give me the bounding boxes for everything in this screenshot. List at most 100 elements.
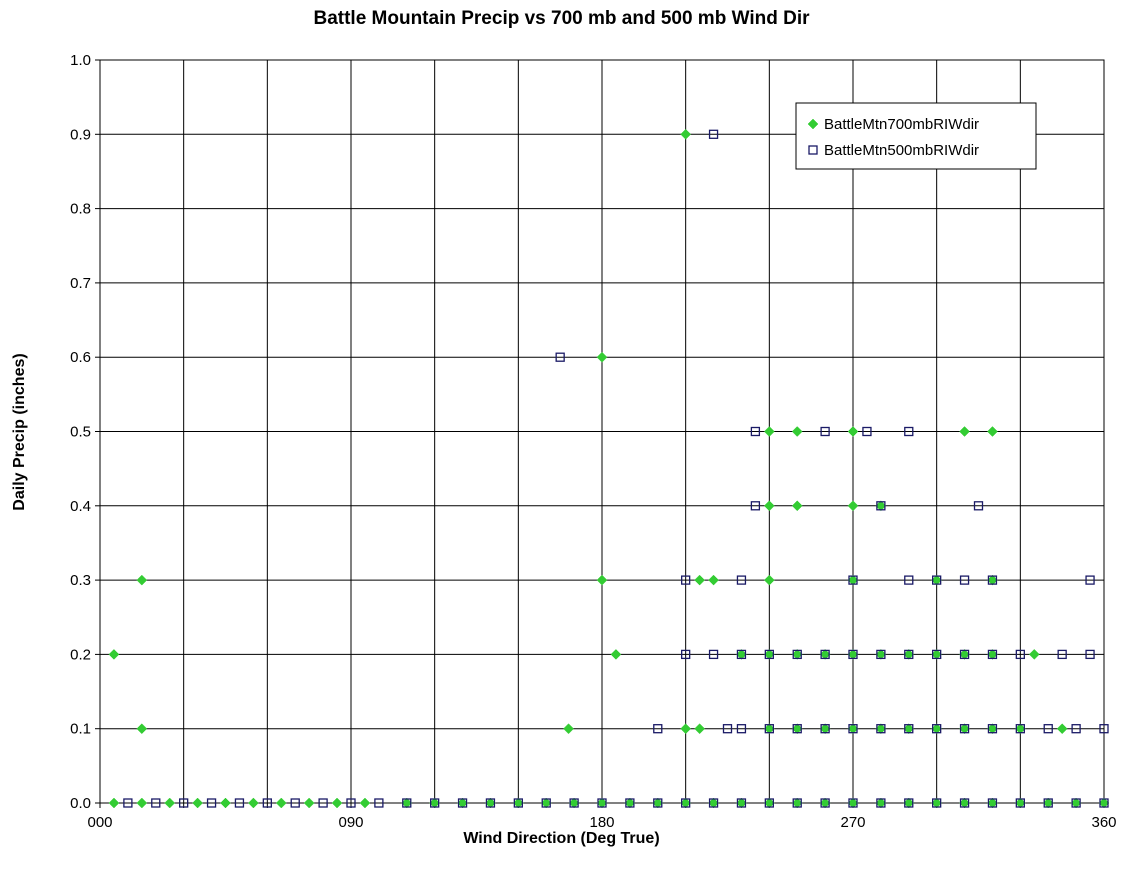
data-point-700mb — [457, 797, 468, 809]
data-point-700mb — [108, 649, 120, 660]
data-point-500mb — [597, 798, 607, 808]
data-point-500mb — [987, 798, 998, 808]
y-tick-label: 0.7 — [70, 275, 91, 292]
data-point-500mb — [876, 501, 886, 511]
x-axis-title: Wind Direction (Deg True) — [463, 830, 660, 847]
data-point-500mb — [764, 649, 774, 660]
data-point-700mb — [303, 797, 315, 809]
y-tick-label: 0.6 — [70, 349, 91, 366]
y-tick-label: 0.0 — [70, 795, 91, 812]
data-point-700mb — [1014, 723, 1026, 735]
data-point-500mb — [820, 798, 830, 808]
x-tick-label: 180 — [589, 814, 614, 831]
legend-marker-500mb — [808, 145, 818, 155]
data-point-500mb — [820, 724, 830, 734]
data-point-500mb — [736, 649, 747, 660]
data-point-700mb — [875, 723, 887, 735]
data-point-700mb — [275, 797, 287, 809]
data-point-500mb — [820, 426, 830, 437]
data-point-700mb — [763, 723, 775, 735]
data-point-700mb — [987, 426, 998, 437]
x-tick-label: 000 — [87, 814, 112, 831]
data-point-700mb — [903, 723, 915, 735]
y-tick-label: 0.9 — [70, 126, 91, 143]
data-point-700mb — [1014, 797, 1026, 809]
data-point-700mb — [987, 797, 998, 809]
data-point-700mb — [819, 649, 831, 660]
data-point-500mb — [681, 649, 691, 660]
data-point-500mb — [932, 575, 942, 585]
data-point-500mb — [848, 649, 858, 660]
data-point-500mb — [681, 575, 691, 585]
data-point-500mb — [736, 724, 747, 734]
y-tick-label: 0.1 — [70, 721, 91, 738]
data-point-700mb — [903, 649, 915, 660]
data-point-500mb — [708, 798, 719, 808]
y-tick-label: 0.2 — [70, 646, 91, 663]
data-point-700mb — [791, 797, 803, 809]
y-tick-label: 1.0 — [70, 52, 91, 69]
data-point-500mb — [1085, 575, 1095, 585]
data-point-500mb — [987, 724, 998, 734]
data-point-500mb — [848, 724, 858, 734]
data-point-500mb — [234, 798, 245, 808]
data-point-700mb — [847, 797, 859, 809]
data-point-700mb — [1028, 649, 1040, 660]
data-point-500mb — [792, 649, 802, 660]
data-point-500mb — [555, 352, 565, 362]
data-point-700mb — [540, 797, 552, 809]
legend-box — [795, 102, 1037, 170]
data-point-700mb — [931, 723, 943, 735]
data-point-500mb — [513, 798, 523, 808]
data-point-500mb — [681, 798, 691, 808]
x-tick-label: 360 — [1091, 814, 1116, 831]
data-point-500mb — [987, 649, 998, 660]
data-point-700mb — [959, 649, 970, 660]
data-point-500mb — [430, 798, 440, 808]
data-point-500mb — [1071, 724, 1081, 734]
data-point-700mb — [220, 797, 231, 809]
data-point-700mb — [708, 797, 719, 809]
data-point-500mb — [179, 798, 189, 808]
data-point-700mb — [959, 797, 970, 809]
data-point-500mb — [792, 798, 802, 808]
data-point-700mb — [136, 574, 148, 586]
data-point-700mb — [192, 797, 203, 809]
data-point-700mb — [736, 797, 747, 809]
data-point-700mb — [563, 723, 574, 735]
data-point-500mb — [653, 724, 663, 734]
data-point-500mb — [820, 649, 830, 660]
data-point-700mb — [763, 649, 775, 660]
data-point-500mb — [904, 426, 914, 437]
data-point-700mb — [819, 797, 831, 809]
data-point-700mb — [763, 574, 775, 586]
legend: BattleMtn700mbRIWdir BattleMtn500mbRIWdir — [795, 102, 1037, 170]
data-point-500mb — [904, 575, 914, 585]
data-point-700mb — [512, 797, 524, 809]
data-point-700mb — [429, 797, 441, 809]
data-point-700mb — [847, 500, 859, 512]
data-point-700mb — [596, 574, 608, 586]
data-point-700mb — [931, 797, 943, 809]
data-point-500mb — [625, 798, 635, 808]
data-point-500mb — [959, 575, 970, 585]
data-point-700mb — [248, 797, 259, 809]
data-point-700mb — [987, 723, 998, 735]
data-point-700mb — [1042, 797, 1054, 809]
data-point-700mb — [652, 797, 664, 809]
data-point-500mb — [1071, 798, 1081, 808]
data-point-500mb — [862, 426, 872, 437]
data-point-500mb — [1057, 649, 1067, 660]
data-point-700mb — [694, 723, 705, 735]
data-point-700mb — [568, 797, 580, 809]
y-tick-label: 0.5 — [70, 424, 91, 441]
data-point-500mb — [1099, 724, 1109, 734]
data-point-500mb — [959, 649, 970, 660]
data-point-700mb — [763, 500, 775, 512]
data-point-700mb — [680, 128, 692, 140]
data-point-700mb — [136, 723, 148, 735]
x-tick-label: 270 — [840, 814, 865, 831]
data-point-500mb — [932, 724, 942, 734]
data-point-700mb — [875, 649, 887, 660]
data-point-700mb — [708, 574, 719, 586]
